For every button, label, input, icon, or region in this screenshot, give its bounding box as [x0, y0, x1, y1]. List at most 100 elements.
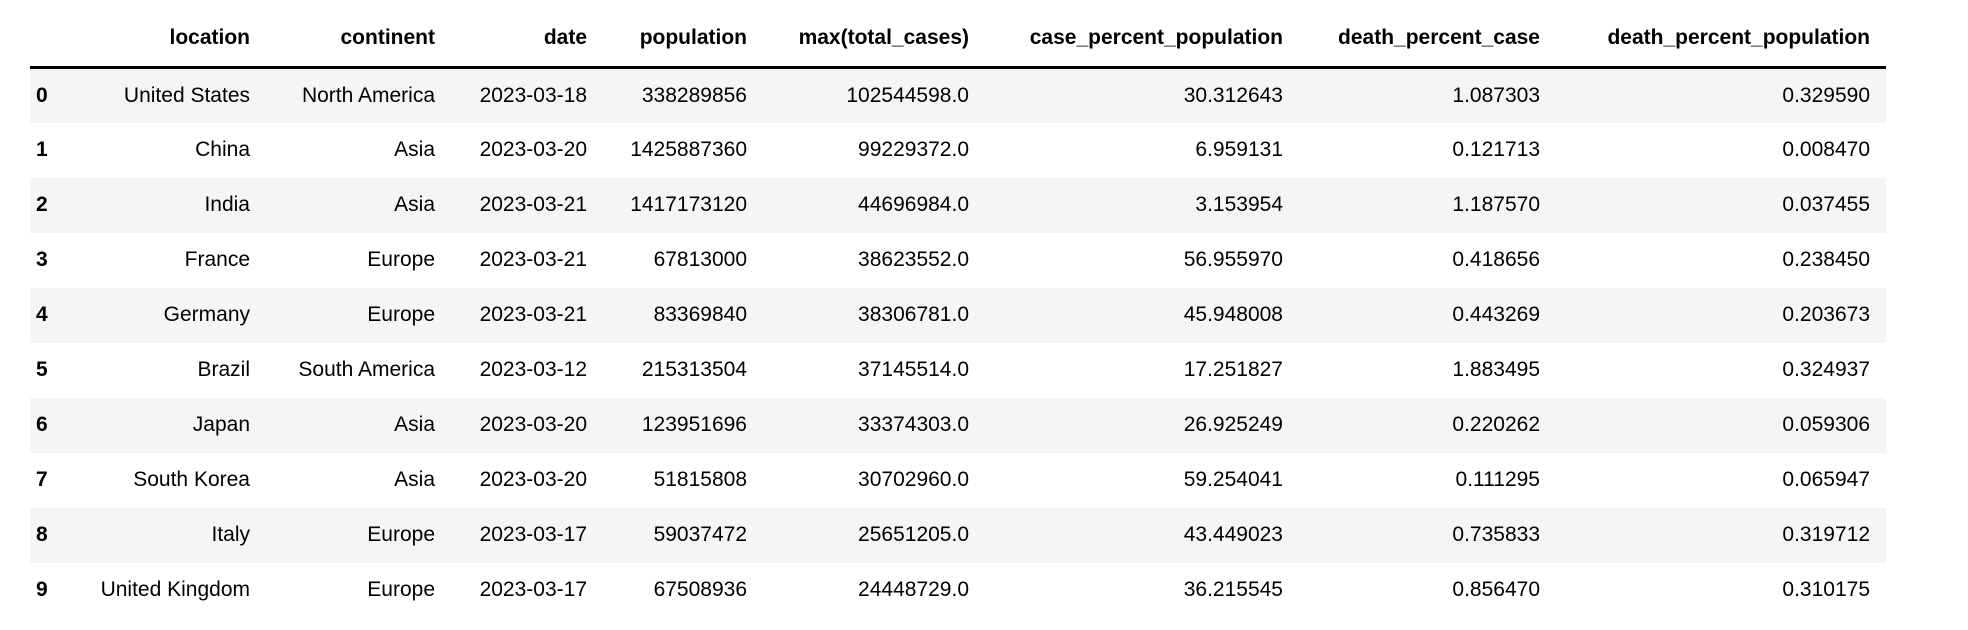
table-row: 9 United Kingdom Europe 2023-03-17 67508936 2… — [30, 562, 1886, 618]
table-cell: 0.121713 — [1452, 138, 1540, 161]
table-row: 4 Germany Europe 2023-03-21 83369840 38306781… — [30, 287, 1886, 343]
row-index: 0 — [36, 83, 48, 107]
table-row: 5 Brazil South America 2023-03-12 215313504 3… — [30, 342, 1886, 398]
table-cell: 215313504 — [641, 358, 747, 381]
table-cell: 59037472 — [653, 523, 747, 546]
table-cell: 338289856 — [641, 83, 747, 107]
column-header: death_percent_case — [1299, 4, 1556, 69]
column-header: case_percent_population — [985, 4, 1299, 69]
table-cell: 0.111295 — [1455, 468, 1540, 491]
table-cell: Asia — [394, 138, 435, 161]
table-cell: 45.948008 — [1183, 303, 1283, 326]
header-row: location continent date population max(total… — [30, 4, 1886, 69]
table-cell: 44696984.0 — [858, 193, 969, 216]
row-index: 1 — [36, 138, 48, 161]
table-cell: 0.065947 — [1782, 468, 1870, 491]
table-cell: 2023-03-20 — [479, 413, 587, 436]
table-cell: 2023-03-21 — [479, 193, 587, 216]
table-cell: 0.220262 — [1452, 413, 1540, 436]
table-cell: 0.443269 — [1452, 303, 1540, 326]
table-cell: 56.955970 — [1183, 248, 1283, 271]
table-cell: Italy — [211, 523, 250, 546]
table-cell: 30702960.0 — [858, 468, 969, 491]
table-cell: 0.203673 — [1782, 303, 1870, 326]
table-cell: Japan — [192, 413, 250, 436]
table-row: 7 South Korea Asia 2023-03-20 51815808 307029… — [30, 452, 1886, 508]
table-row: 6 Japan Asia 2023-03-20 123951696 33374303.0 2… — [30, 397, 1886, 453]
table-cell: 38306781.0 — [858, 303, 969, 326]
table-cell: 38623552.0 — [858, 248, 969, 271]
table-cell: 26.925249 — [1183, 413, 1283, 436]
table-cell: 0.008470 — [1782, 138, 1870, 161]
table-cell: 1425887360 — [630, 138, 747, 161]
table-cell: 1.087303 — [1452, 83, 1540, 107]
table-cell: Brazil — [197, 358, 250, 381]
dataframe-header: location continent date population max(total… — [30, 4, 1886, 69]
table-cell: Europe — [367, 248, 435, 271]
table-row: 8 Italy Europe 2023-03-17 59037472 25651205.0… — [30, 507, 1886, 563]
table-row: 2 India Asia 2023-03-21 1417173120 44696984.0… — [30, 177, 1886, 233]
index-header-cell — [30, 4, 66, 69]
table-cell: China — [195, 138, 250, 161]
column-header: continent — [266, 4, 451, 69]
table-cell: 67813000 — [653, 248, 747, 271]
table-cell: 2023-03-21 — [479, 248, 587, 271]
table-cell: 1.187570 — [1452, 193, 1540, 216]
table-cell: 99229372.0 — [858, 138, 969, 161]
row-index: 4 — [36, 303, 48, 326]
table-cell: India — [204, 193, 250, 216]
table-cell: 0.324937 — [1782, 358, 1870, 381]
dataframe-table: location continent date population max(total… — [30, 4, 1886, 618]
table-cell: 17.251827 — [1183, 358, 1283, 381]
table-cell: 2023-03-12 — [479, 358, 587, 381]
table-cell: 6.959131 — [1195, 138, 1283, 161]
row-index: 3 — [36, 248, 48, 271]
column-header: max(total_cases) — [763, 4, 985, 69]
table-cell: 1417173120 — [630, 193, 747, 216]
table-cell: 83369840 — [653, 303, 747, 326]
table-cell: 0.329590 — [1782, 83, 1870, 107]
table-cell: 0.856470 — [1452, 578, 1540, 601]
table-cell: Europe — [367, 303, 435, 326]
table-cell: 2023-03-17 — [479, 523, 587, 546]
table-cell: 0.418656 — [1452, 248, 1540, 271]
table-cell: 0.238450 — [1782, 248, 1870, 271]
column-header: population — [603, 4, 763, 69]
table-cell: 3.153954 — [1195, 193, 1283, 216]
table-row: 0 United States North America 2023-03-18 338… — [30, 67, 1886, 123]
table-cell: 2023-03-17 — [479, 578, 587, 601]
table-cell: Asia — [394, 413, 435, 436]
table-cell: Asia — [394, 193, 435, 216]
table-cell: United Kingdom — [100, 578, 250, 601]
row-index: 2 — [36, 193, 48, 216]
table-cell: 0.319712 — [1782, 523, 1870, 546]
table-cell: 37145514.0 — [858, 358, 969, 381]
table-row: 1 China Asia 2023-03-20 1425887360 99229372.0… — [30, 122, 1886, 178]
table-cell: 43.449023 — [1183, 523, 1283, 546]
table-cell: France — [184, 248, 250, 271]
table-cell: 2023-03-21 — [479, 303, 587, 326]
column-header: location — [66, 4, 266, 69]
table-cell: South America — [298, 358, 435, 381]
table-cell: 2023-03-20 — [479, 468, 587, 491]
table-cell: 51815808 — [653, 468, 747, 491]
table-row: 3 France Europe 2023-03-21 67813000 38623552.… — [30, 232, 1886, 288]
table-cell: 59.254041 — [1183, 468, 1283, 491]
table-cell: Germany — [163, 303, 250, 326]
table-cell: Europe — [367, 578, 435, 601]
table-cell: 0.310175 — [1782, 578, 1870, 601]
table-cell: 123951696 — [641, 413, 747, 436]
table-cell: 25651205.0 — [858, 523, 969, 546]
table-cell: 2023-03-18 — [479, 83, 587, 107]
table-cell: 24448729.0 — [858, 578, 969, 601]
table-cell: 36.215545 — [1183, 578, 1283, 601]
row-index: 7 — [36, 468, 48, 491]
table-cell: 102544598.0 — [846, 83, 969, 107]
column-header: date — [451, 4, 603, 69]
table-cell: 1.883495 — [1452, 358, 1540, 381]
table-cell: 2023-03-20 — [479, 138, 587, 161]
table-cell: North America — [301, 83, 435, 107]
row-index: 6 — [36, 413, 48, 436]
row-index: 5 — [36, 358, 48, 381]
